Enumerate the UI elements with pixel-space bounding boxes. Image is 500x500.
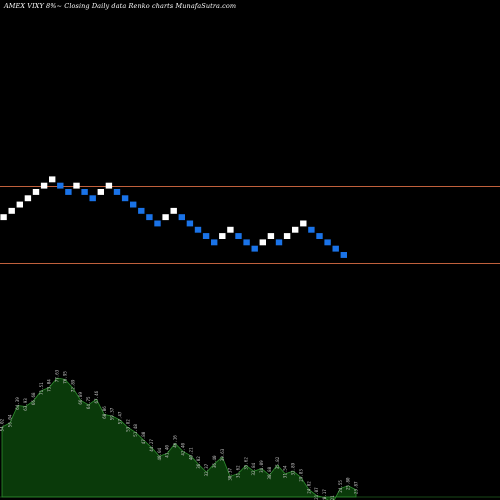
volume-label: 36.02 bbox=[196, 456, 201, 469]
volume-label: 63.93 bbox=[23, 398, 28, 411]
renko-brick-4-up bbox=[24, 195, 32, 202]
renko-bricks bbox=[0, 176, 347, 258]
volume-label: 31.62 bbox=[236, 465, 241, 478]
volume-label: 17.21 bbox=[330, 495, 335, 500]
volume-label: 44.27 bbox=[149, 439, 154, 452]
renko-brick-33-up bbox=[259, 239, 266, 246]
volume-label: 42.40 bbox=[180, 443, 185, 456]
renko-brick-22-up bbox=[170, 207, 177, 214]
volume-label: 64.39 bbox=[15, 397, 20, 410]
renko-brick-7-up bbox=[49, 176, 56, 183]
volume-label: 54.02 bbox=[0, 418, 5, 431]
renko-brick-9-down bbox=[65, 189, 72, 195]
renko-brick-39-down bbox=[308, 226, 315, 233]
renko-brick-15-down bbox=[113, 189, 121, 195]
volume-label: 40.04 bbox=[157, 447, 162, 460]
renko-brick-36-up bbox=[283, 233, 291, 239]
volume-label: 72.89 bbox=[70, 379, 75, 392]
renko-brick-23-down bbox=[178, 214, 185, 221]
volume-label: 24.02 bbox=[306, 481, 311, 494]
renko-brick-2-up bbox=[8, 207, 15, 214]
renko-brick-29-up bbox=[227, 226, 234, 233]
volume-label: 24.55 bbox=[338, 480, 343, 493]
volume-label: 30.37 bbox=[228, 468, 233, 481]
volume-label: 35.82 bbox=[275, 456, 280, 469]
renko-brick-35-down bbox=[275, 239, 283, 246]
renko-brick-21-up bbox=[162, 214, 169, 221]
renko-brick-30-down bbox=[235, 233, 242, 239]
volume-label: 53.82 bbox=[125, 419, 130, 432]
renko-brick-13-up bbox=[97, 189, 104, 195]
volume-label: 73.04 bbox=[47, 379, 52, 392]
level-lines bbox=[0, 186, 500, 264]
volume-label: 67.46 bbox=[94, 390, 99, 403]
volume-label: 47.80 bbox=[141, 431, 146, 444]
volume-label: 64.75 bbox=[86, 396, 91, 409]
renko-brick-12-down bbox=[89, 195, 96, 202]
volume-label: 30.88 bbox=[267, 466, 272, 479]
volume-label: 46.16 bbox=[173, 435, 178, 448]
renko-brick-32-down bbox=[251, 245, 258, 252]
volume-label: 29.83 bbox=[298, 469, 303, 482]
volume-label: 25.80 bbox=[346, 477, 351, 490]
renko-brick-27-down bbox=[211, 239, 218, 246]
volume-label: 76.95 bbox=[62, 371, 67, 384]
renko-brick-14-up bbox=[105, 182, 113, 189]
volume-label: 57.47 bbox=[118, 411, 123, 424]
volume-label: 41.40 bbox=[165, 445, 170, 458]
volume-label: 32.89 bbox=[291, 462, 296, 475]
volume-label: 34.09 bbox=[259, 460, 264, 473]
renko-brick-40-down bbox=[316, 233, 323, 239]
volume-label: 39.63 bbox=[220, 448, 225, 461]
renko-brick-3-up bbox=[16, 201, 23, 208]
renko-brick-34-up bbox=[267, 233, 275, 239]
volume-label: 36.40 bbox=[212, 455, 217, 468]
renko-brick-31-down bbox=[243, 239, 250, 246]
renko-brick-24-down bbox=[186, 220, 194, 227]
renko-brick-41-down bbox=[324, 239, 331, 246]
volume-label: 60.06 bbox=[102, 406, 107, 419]
renko-brick-6-up bbox=[40, 182, 48, 189]
renko-brick-25-down bbox=[194, 226, 202, 233]
renko-brick-16-down bbox=[121, 195, 129, 202]
renko-brick-38-up bbox=[300, 220, 307, 227]
renko-brick-26-down bbox=[202, 233, 210, 239]
volume-label: 71.51 bbox=[39, 382, 44, 395]
renko-brick-20-down bbox=[154, 220, 161, 227]
volume-label: 66.89 bbox=[78, 392, 83, 405]
renko-brick-8-down bbox=[57, 182, 64, 189]
volume-label: 66.68 bbox=[31, 392, 36, 405]
renko-brick-43-down bbox=[340, 252, 347, 258]
renko-brick-28-up bbox=[219, 233, 226, 239]
volume-label: 51.48 bbox=[133, 424, 138, 437]
volume-label: 21.07 bbox=[314, 487, 319, 500]
volume-label: 23.87 bbox=[354, 481, 359, 494]
renko-brick-5-up bbox=[32, 189, 40, 195]
volume-label: 40.21 bbox=[188, 447, 193, 460]
volume-area-fill bbox=[1, 377, 357, 500]
volume-label: 20.17 bbox=[322, 489, 327, 500]
volume-label: 35.62 bbox=[243, 457, 248, 470]
renko-brick-37-up bbox=[292, 226, 299, 233]
chart-title: AMEX VIXY 8%~ Closing Daily data Renko c… bbox=[4, 2, 237, 10]
renko-brick-19-down bbox=[146, 214, 153, 221]
volume-label: 59.37 bbox=[110, 407, 115, 420]
renko-brick-10-up bbox=[73, 182, 80, 189]
renko-brick-1-up bbox=[0, 214, 7, 221]
renko-brick-42-down bbox=[332, 245, 339, 252]
renko-brick-17-down bbox=[130, 201, 137, 208]
volume-label: 31.54 bbox=[283, 465, 288, 478]
renko-brick-18-down bbox=[138, 207, 145, 214]
volume-area bbox=[0, 377, 500, 500]
volume-label: 32.84 bbox=[251, 462, 256, 475]
volume-label: 56.04 bbox=[7, 414, 12, 427]
volume-label: 77.63 bbox=[55, 369, 60, 382]
volume-label: 32.37 bbox=[204, 463, 209, 476]
renko-brick-11-down bbox=[81, 189, 88, 195]
